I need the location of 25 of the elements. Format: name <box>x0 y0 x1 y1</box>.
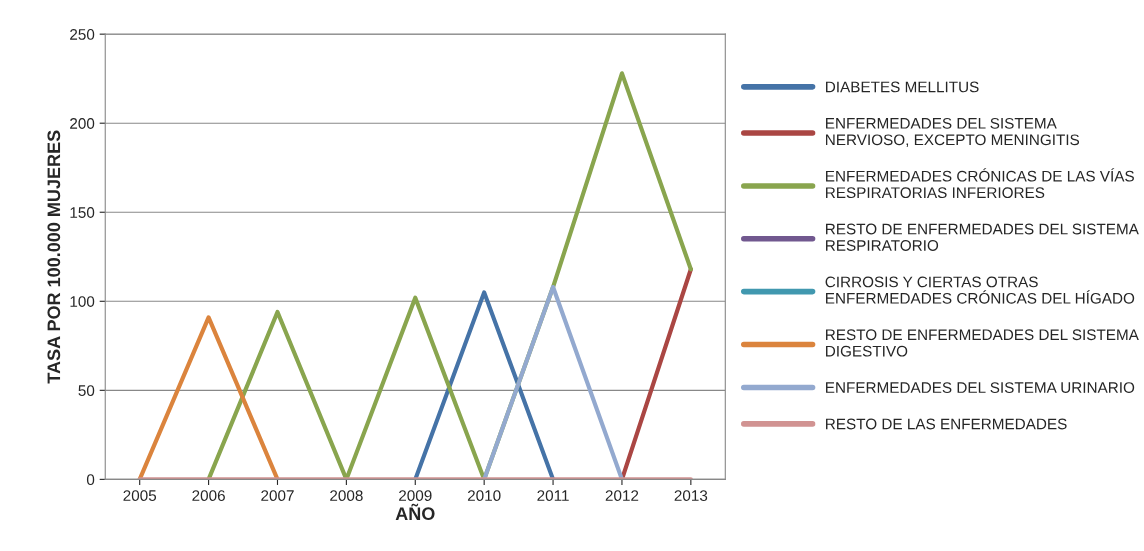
y-tick-label: 100 <box>70 296 95 307</box>
legend-label: ENFERMEDADES DEL SISTEMA NERVIOSO, EXCEPTO MENINGITIS <box>826 117 1080 147</box>
x-axis-title: AÑO <box>395 503 435 521</box>
y-tick-label: 250 <box>70 29 95 40</box>
x-tick-label: 2008 <box>330 490 363 502</box>
legend-label: RESTO DE ENFERMEDADES DEL SISTEMA RESPIRATORIO <box>826 223 1139 251</box>
x-tick-label: 2010 <box>467 490 501 502</box>
x-tick-label: 2011 <box>537 490 569 502</box>
y-tick-label: 50 <box>78 385 95 397</box>
x-tick-label: 2013 <box>674 490 708 502</box>
x-tick-label: 2009 <box>399 490 432 502</box>
y-axis-title: TASA POR 100.000 MUJERES <box>47 130 61 384</box>
legend-label: RESTO DE LAS ENFERMEDADES <box>826 418 1067 430</box>
x-tick-label: 2005 <box>123 490 157 502</box>
y-tick-label: 200 <box>70 118 95 129</box>
legend-label: ENFERMEDADES DEL SISTEMA URINARIO <box>826 382 1135 393</box>
legend-label: DIABETES MELLITUS <box>826 81 979 93</box>
legend-label: RESTO DE ENFERMEDADES DEL SISTEMA DIGESTIVO <box>826 329 1139 357</box>
x-tick-label: 2006 <box>192 490 225 502</box>
y-tick-label: 150 <box>70 207 95 218</box>
x-tick-label: 2007 <box>261 490 294 502</box>
y-tick-label: 0 <box>86 474 95 486</box>
legend-label: ENFERMEDADES CRÓNICAS DE LAS VÍAS RESPIRATORIAS INFERIORES <box>826 168 1134 199</box>
legend-label: CIRROSIS Y CIERTAS OTRAS ENFERMEDADES CRÓNICAS DEL HÍGADO <box>825 276 1135 304</box>
x-tick-label: 2012 <box>605 490 639 502</box>
